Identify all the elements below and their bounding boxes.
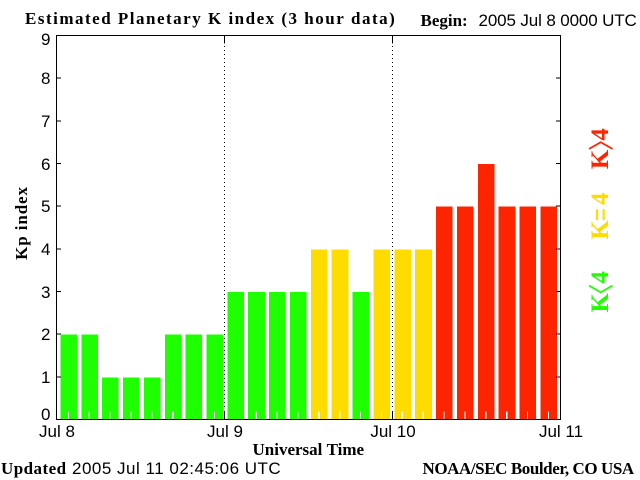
svg-text:K: K — [587, 149, 614, 169]
svg-text:K: K — [587, 220, 614, 240]
svg-text:4: 4 — [587, 193, 614, 205]
svg-text:4: 4 — [587, 128, 614, 140]
svg-text:4: 4 — [587, 271, 614, 283]
svg-text:K: K — [587, 293, 614, 313]
